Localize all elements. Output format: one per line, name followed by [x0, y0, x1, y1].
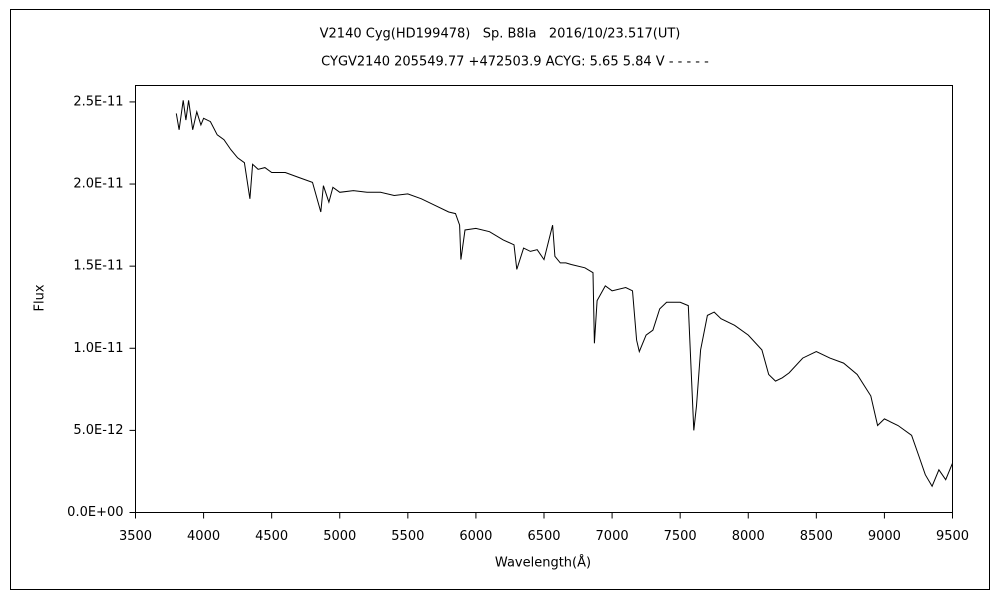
spectrum-line [175, 100, 953, 488]
x-tick-label: 6500 [527, 529, 560, 544]
y-tick-label: 5.0E-12 [73, 423, 123, 438]
x-tick-label: 9000 [868, 529, 901, 544]
x-axis-label: Wavelength(Å) [495, 555, 591, 571]
x-tick-label: 9500 [936, 529, 969, 544]
x-tick-label: 5500 [391, 529, 424, 544]
frame [10, 9, 990, 590]
y-axis-label: Flux [33, 284, 48, 311]
x-tick-label: 3500 [119, 529, 152, 544]
y-tick-label: 0.0E+00 [67, 505, 123, 520]
x-tick-label: 7500 [664, 529, 697, 544]
chart-title: V2140 Cyg(HD199478) Sp. B8Ia 2016/10/23.… [320, 27, 681, 42]
x-tick-label: 5000 [323, 529, 356, 544]
x-tick-label: 6000 [459, 529, 492, 544]
y-tick-label: 2.0E-11 [73, 177, 123, 192]
y-tick-label: 1.5E-11 [73, 259, 123, 274]
x-tick-label: 8500 [800, 529, 833, 544]
x-tick-label: 4000 [187, 529, 220, 544]
x-tick-label: 4500 [255, 529, 288, 544]
x-tick-label: 7000 [596, 529, 629, 544]
y-tick-label: 1.0E-11 [73, 341, 123, 356]
y-tick-label: 2.5E-11 [73, 94, 123, 109]
x-tick-label: 8000 [732, 529, 765, 544]
chart-subtitle: CYGV2140 205549.77 +472503.9 ACYG: 5.65 … [321, 55, 709, 70]
